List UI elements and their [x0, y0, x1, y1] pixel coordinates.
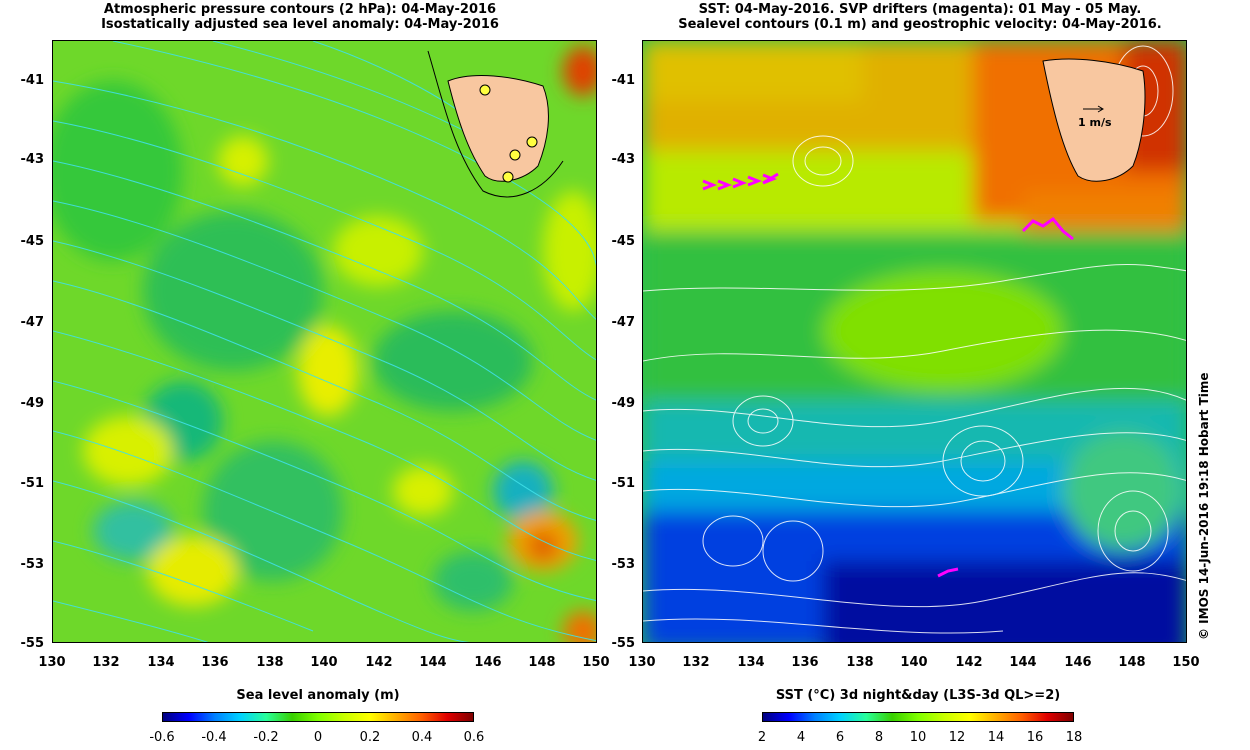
- x-tick: 146: [474, 655, 502, 670]
- y-tick: -49: [20, 396, 45, 411]
- right-title-line2: Sealevel contours (0.1 m) and geostrophi…: [678, 17, 1162, 32]
- y-tick: -51: [611, 476, 636, 491]
- x-tick: 130: [628, 655, 656, 670]
- x-tick: 132: [682, 655, 710, 670]
- x-tick: 138: [256, 655, 284, 670]
- sla-colorbar-label: Sea level anomaly (m): [236, 688, 400, 703]
- colorbar-tick: 0.4: [411, 730, 433, 745]
- sla-colorbar: [162, 712, 474, 722]
- y-tick: -41: [611, 73, 636, 88]
- colorbar-tick: 0: [313, 730, 323, 745]
- sea-level-anomaly-field: [53, 41, 596, 642]
- colorbar-tick: 2: [757, 730, 767, 745]
- colorbar-tick: 0.2: [359, 730, 381, 745]
- x-tick: 150: [582, 655, 610, 670]
- colorbar-tick: 8: [874, 730, 884, 745]
- x-tick: 142: [955, 655, 983, 670]
- vector-scale-label: 1 m/s: [1078, 116, 1112, 129]
- x-tick: 134: [147, 655, 175, 670]
- x-tick: 144: [1009, 655, 1037, 670]
- x-tick: 142: [365, 655, 393, 670]
- y-tick: -45: [20, 234, 45, 249]
- colorbar-tick: 18: [1065, 730, 1083, 745]
- y-tick: -45: [611, 234, 636, 249]
- colorbar-tick: 6: [835, 730, 845, 745]
- colorbar-tick: -0.6: [149, 730, 175, 745]
- x-tick: 148: [528, 655, 556, 670]
- colorbar-tick: -0.4: [201, 730, 227, 745]
- y-tick: -53: [611, 557, 636, 572]
- x-tick: 136: [791, 655, 819, 670]
- imos-credit: © IMOS 14-Jun-2016 19:18 Hobart Time: [1197, 372, 1211, 640]
- x-tick: 136: [201, 655, 229, 670]
- y-tick: -55: [20, 636, 45, 651]
- drifter-tracks: [702, 172, 1074, 578]
- y-tick: -53: [20, 557, 45, 572]
- colorbar-tick: 4: [796, 730, 806, 745]
- x-tick: 146: [1064, 655, 1092, 670]
- x-tick: 140: [900, 655, 928, 670]
- sealevel-contours: [643, 45, 1186, 634]
- y-tick: -47: [20, 315, 45, 330]
- y-tick: -55: [611, 636, 636, 651]
- sst-field: 1 m/s: [643, 41, 1186, 642]
- sst-colorbar: [762, 712, 1074, 722]
- x-tick: 144: [419, 655, 447, 670]
- tasmania-land: [1042, 58, 1146, 182]
- x-tick: 130: [38, 655, 66, 670]
- colorbar-tick: 16: [1026, 730, 1044, 745]
- colorbar-tick: 12: [948, 730, 966, 745]
- x-tick: 138: [846, 655, 874, 670]
- sst-map: 1 m/s: [642, 40, 1187, 643]
- y-tick: -43: [611, 152, 636, 167]
- sst-colorbar-label: SST (°C) 3d night&day (L3S-3d QL>=2): [775, 688, 1061, 703]
- colorbar-tick: -0.2: [253, 730, 279, 745]
- sea-level-anomaly-map: [52, 40, 597, 643]
- left-title-line2: Isostatically adjusted sea level anomaly…: [101, 17, 499, 32]
- x-tick: 150: [1172, 655, 1200, 670]
- right-title-line1: SST: 04-May-2016. SVP drifters (magenta)…: [698, 2, 1142, 17]
- x-tick: 134: [737, 655, 765, 670]
- y-tick: -51: [20, 476, 45, 491]
- left-map-title: Atmospheric pressure contours (2 hPa): 0…: [60, 2, 540, 32]
- y-tick: -49: [611, 396, 636, 411]
- y-tick: -41: [20, 73, 45, 88]
- x-tick: 132: [92, 655, 120, 670]
- colorbar-tick: 14: [987, 730, 1005, 745]
- y-tick: -43: [20, 152, 45, 167]
- pressure-contours: [53, 41, 596, 642]
- x-tick: 140: [310, 655, 338, 670]
- tasmania-land: [447, 75, 549, 182]
- left-title-line1: Atmospheric pressure contours (2 hPa): 0…: [103, 2, 497, 17]
- colorbar-tick: 10: [909, 730, 927, 745]
- colorbar-tick: 0.6: [463, 730, 485, 745]
- right-map-title: SST: 04-May-2016. SVP drifters (magenta)…: [650, 2, 1190, 32]
- x-tick: 148: [1118, 655, 1146, 670]
- y-tick: -47: [611, 315, 636, 330]
